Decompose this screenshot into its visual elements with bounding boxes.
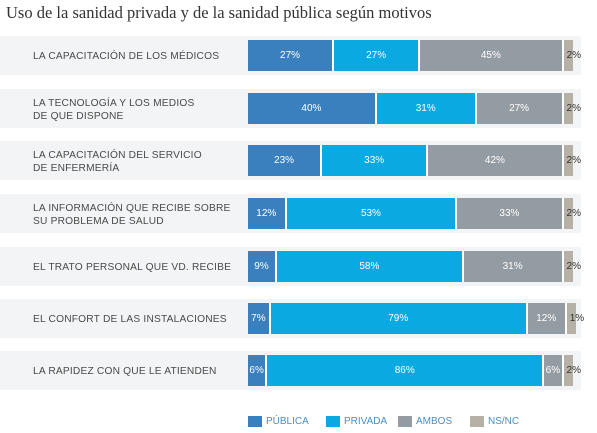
- data-label: 2%: [566, 208, 581, 219]
- data-label: 2%: [566, 365, 581, 376]
- category-label: LA CAPACITACIÓN DEL SERVICIO DE ENFERMER…: [33, 150, 202, 174]
- bar-segment-ambos: 42%: [428, 145, 564, 176]
- data-label: 40%: [301, 103, 322, 114]
- category-label: LA INFORMACIÓN QUE RECIBE SOBRE SU PROBL…: [33, 203, 231, 227]
- bar-segment-nsnc: 2%: [563, 145, 581, 176]
- bar-segment-nsnc: 2%: [563, 40, 581, 71]
- bar-segment-privada: 86%: [267, 355, 545, 386]
- bar-segment-nsnc: 1%: [566, 303, 584, 334]
- chart-title: Uso de la sanidad privada y de la sanida…: [6, 3, 432, 22]
- data-label: 31%: [502, 261, 523, 272]
- bar-track: 6% 86% 6% 2%: [248, 355, 581, 386]
- bar-segment-ambos: 45%: [420, 40, 564, 71]
- bar-track: 12% 53% 33% 2%: [248, 198, 581, 229]
- data-label: 1%: [569, 313, 585, 324]
- category-label: EL TRATO PERSONAL QUE VD. RECIBE: [33, 262, 232, 273]
- bar-segment-nsnc: 2%: [563, 251, 581, 282]
- bar-segment-privada: 53%: [286, 198, 458, 229]
- legend-label: PRIVADA: [344, 416, 388, 427]
- data-label: 79%: [388, 313, 409, 324]
- bar-track: 23% 33% 42% 2%: [248, 145, 581, 176]
- data-label: 2%: [566, 50, 582, 61]
- category-label: LA CAPACITACIÓN DE LOS MÉDICOS: [33, 51, 220, 62]
- data-label: 12%: [256, 208, 277, 219]
- data-label: 27%: [509, 103, 530, 114]
- chart-row: EL CONFORT DE LAS INSTALACIONES 7% 79% 12% 1…: [0, 299, 597, 338]
- chart-row: LA CAPACITACIÓN DE LOS MÉDICOS 27% 27% 45% 2…: [0, 36, 597, 75]
- bar-segment-publica: 23%: [248, 145, 323, 176]
- bar-segment-publica: 7%: [248, 303, 271, 334]
- bar-segment-ambos: 6%: [544, 355, 564, 386]
- legend-label: AMBOS: [416, 416, 453, 427]
- data-label: 2%: [566, 103, 581, 114]
- bar-segment-ambos: 31%: [463, 251, 564, 282]
- bar-track: 40% 31% 27% 2%: [248, 93, 581, 124]
- chart-row: LA INFORMACIÓN QUE RECIBE SOBRE SU PROBL…: [0, 194, 597, 233]
- data-label: 27%: [280, 50, 301, 61]
- data-label: 45%: [480, 50, 501, 61]
- chart-row: LA CAPACITACIÓN DEL SERVICIO DE ENFERMER…: [0, 141, 597, 180]
- legend-swatch: [470, 416, 484, 427]
- bar-track: 7% 79% 12% 1%: [248, 303, 584, 334]
- data-label: 2%: [566, 261, 581, 272]
- bar-segment-publica: 9%: [248, 251, 277, 282]
- legend-item-privada: PRIVADA: [326, 416, 387, 427]
- legend-swatch: [248, 416, 262, 427]
- data-label: 33%: [499, 208, 520, 219]
- bar-segment-privada: 27%: [334, 40, 421, 71]
- data-label: 27%: [366, 50, 387, 61]
- legend-swatch: [326, 416, 340, 427]
- bar-segment-ambos: 27%: [476, 93, 564, 124]
- category-label: EL CONFORT DE LAS INSTALACIONES: [33, 314, 227, 325]
- legend-item-publica: PÚBLICA: [248, 416, 309, 427]
- data-label: 53%: [360, 208, 381, 219]
- data-label: 86%: [394, 365, 415, 376]
- chart-row: LA RAPIDEZ CON QUE LE ATIENDEN 6% 86% 6% 2%: [0, 351, 597, 390]
- data-label: 12%: [536, 313, 557, 324]
- bar-segment-ambos: 12%: [527, 303, 567, 334]
- bar-segment-nsnc: 2%: [563, 355, 581, 386]
- bar-segment-privada: 33%: [322, 145, 429, 176]
- legend-item-nsnc: NS/NC: [470, 416, 519, 427]
- legend-label: NS/NC: [488, 416, 520, 427]
- category-label: LA TECNOLOGÍA Y LOS MEDIOS DE QUE DISPON…: [33, 98, 195, 122]
- chart-row: EL TRATO PERSONAL QUE VD. RECIBE 9% 58% 31%…: [0, 247, 597, 286]
- bar-segment-privada: 31%: [376, 93, 477, 124]
- data-label: 33%: [364, 155, 385, 166]
- bar-segment-ambos: 33%: [457, 198, 564, 229]
- category-label: LA RAPIDEZ CON QUE LE ATIENDEN: [33, 366, 217, 377]
- legend-item-ambos: AMBOS: [398, 416, 452, 427]
- bar-segment-publica: 12%: [248, 198, 287, 229]
- data-label: 31%: [415, 103, 436, 114]
- data-label: 58%: [359, 261, 380, 272]
- data-label: 42%: [484, 155, 505, 166]
- chart-row: LA TECNOLOGÍA Y LOS MEDIOS DE QUE DISPON…: [0, 89, 597, 128]
- bar-segment-nsnc: 2%: [563, 93, 581, 124]
- bar-segment-privada: 79%: [270, 303, 528, 334]
- bar-segment-publica: 27%: [248, 40, 335, 71]
- bar-segment-privada: 58%: [276, 251, 464, 282]
- data-label: 2%: [566, 155, 581, 166]
- data-label: 6%: [249, 365, 264, 376]
- legend-swatch: [398, 416, 412, 427]
- bar-segment-publica: 40%: [248, 93, 377, 124]
- bar-segment-publica: 6%: [248, 355, 268, 386]
- data-label: 6%: [545, 365, 561, 376]
- bar-track: 9% 58% 31% 2%: [248, 251, 581, 282]
- data-label: 23%: [274, 155, 295, 166]
- bar-track: 27% 27% 45% 2%: [248, 40, 581, 71]
- legend-label: PÚBLICA: [266, 416, 309, 427]
- bar-segment-nsnc: 2%: [563, 198, 581, 229]
- data-label: 9%: [254, 261, 269, 272]
- data-label: 7%: [251, 313, 266, 324]
